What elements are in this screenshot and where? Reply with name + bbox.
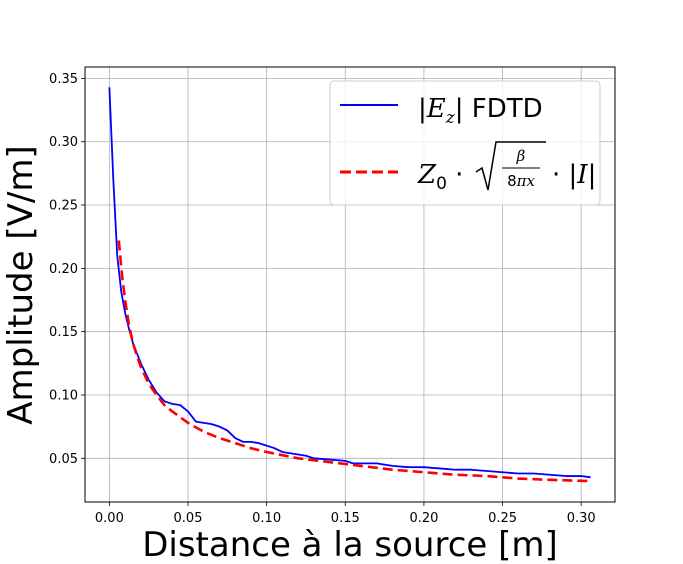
x-tick-label: 0.00: [95, 511, 124, 526]
x-tick-label: 0.05: [174, 511, 203, 526]
series-line-theory: [117, 240, 591, 483]
legend-box: [329, 80, 601, 206]
x-tick-label: 0.15: [331, 511, 360, 526]
svg-text:Z0 ·: Z0 ·: [417, 160, 463, 194]
svg-text:· |I|: · |I|: [552, 160, 596, 190]
svg-text:|Ez| FDTD: |Ez| FDTD: [418, 94, 543, 128]
svg-text:8πx: 8πx: [507, 172, 535, 190]
y-axis-title: Amplitude [V/m]: [1, 145, 41, 424]
y-tick-label: 0.20: [49, 262, 78, 277]
legend-label-fdtd: |Ez| FDTD: [418, 94, 543, 128]
x-tick-label: 0.10: [252, 511, 281, 526]
series-line-fdtd: [108, 87, 591, 479]
svg-text:β: β: [516, 147, 526, 165]
x-tick-label: 0.25: [488, 511, 517, 526]
grid-lines: [85, 67, 615, 502]
y-tick-label: 0.10: [49, 388, 78, 403]
legend: |Ez| FDTD Z0 · β 8πx · |I|: [329, 80, 601, 206]
plot-frame: [84, 66, 616, 503]
y-tick-label: 0.35: [49, 72, 78, 87]
y-tick-label: 0.30: [49, 135, 78, 150]
x-tick-label: 0.30: [567, 511, 596, 526]
x-tick-label: 0.20: [409, 511, 438, 526]
series-layer: [108, 87, 591, 483]
y-tick-label: 0.05: [49, 452, 78, 467]
y-tick-label: 0.25: [49, 199, 78, 214]
legend-label-theory: Z0 · β 8πx · |I|: [417, 141, 596, 194]
y-tick-label: 0.15: [49, 325, 78, 340]
axis-ticks: 0.00 0.05 0.10 0.15 0.20 0.25 0.30 0.05 0.10 0.15…: [49, 72, 596, 526]
x-axis-title: Distance à la source [m]: [142, 525, 558, 564]
